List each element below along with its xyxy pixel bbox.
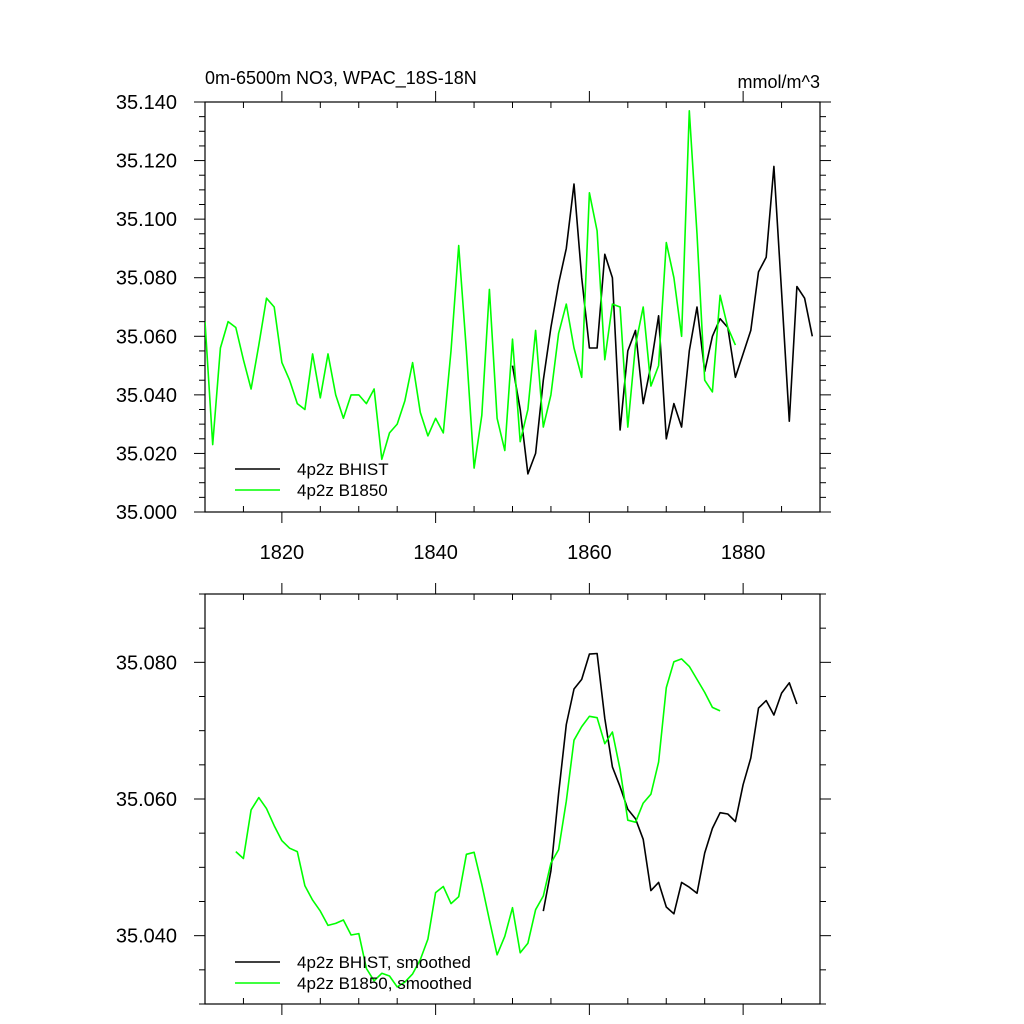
x-tick-label: 1840 xyxy=(413,542,458,564)
bottom-series-lines xyxy=(235,652,798,988)
y-tick-label: 35.120 xyxy=(116,151,177,173)
bottom-legend-label-b1850: 4p2z B1850, smoothed xyxy=(297,974,472,993)
top-panel: 0m-6500m NO3, WPAC_18S-18N mmol/m^3 35.0… xyxy=(116,68,831,564)
series-line-b1850 xyxy=(205,110,737,469)
bottom-plot-frame xyxy=(204,593,821,1005)
y-tick-label: 35.000 xyxy=(116,502,177,524)
y-tick-label: 35.020 xyxy=(116,443,177,465)
top-series-lines xyxy=(205,110,814,475)
top-chart-title: 0m-6500m NO3, WPAC_18S-18N xyxy=(205,68,477,89)
bottom-panel: 35.040 35.060 35.080 4p2z BHIST, smoothed … xyxy=(116,583,831,1015)
y-tick-label: 35.080 xyxy=(116,652,177,674)
top-y-tick-labels: 35.000 35.020 35.040 35.060 35.080 35.100 35.1… xyxy=(116,92,177,524)
y-tick-label: 35.100 xyxy=(116,209,177,231)
y-tick-label: 35.060 xyxy=(116,789,177,811)
y-tick-label: 35.140 xyxy=(116,92,177,114)
bottom-legend-label-bhist: 4p2z BHIST, smoothed xyxy=(297,953,471,972)
y-tick-label: 35.060 xyxy=(116,326,177,348)
top-legend: 4p2z BHIST 4p2z B1850 xyxy=(235,460,389,500)
bottom-legend: 4p2z BHIST, smoothed 4p2z B1850, smoothe… xyxy=(235,953,472,993)
series-line-bhist xyxy=(542,652,798,915)
top-units-label: mmol/m^3 xyxy=(738,72,820,92)
top-legend-label-bhist: 4p2z BHIST xyxy=(297,460,389,479)
top-tick-marks xyxy=(194,91,831,523)
top-plot-frame xyxy=(204,101,821,513)
series-line-bhist xyxy=(511,165,814,475)
x-tick-label: 1860 xyxy=(567,542,612,564)
top-x-tick-labels: 1820 1840 1860 1880 xyxy=(260,542,766,564)
series-line-b1850 xyxy=(235,658,721,988)
bottom-y-tick-labels: 35.040 35.060 35.080 xyxy=(116,652,177,947)
x-tick-label: 1880 xyxy=(721,542,766,564)
y-tick-label: 35.040 xyxy=(116,385,177,407)
top-legend-label-b1850: 4p2z B1850 xyxy=(297,481,388,500)
y-tick-label: 35.040 xyxy=(116,926,177,948)
x-tick-label: 1820 xyxy=(260,542,305,564)
bottom-tick-marks xyxy=(194,583,831,1015)
y-tick-label: 35.080 xyxy=(116,268,177,290)
